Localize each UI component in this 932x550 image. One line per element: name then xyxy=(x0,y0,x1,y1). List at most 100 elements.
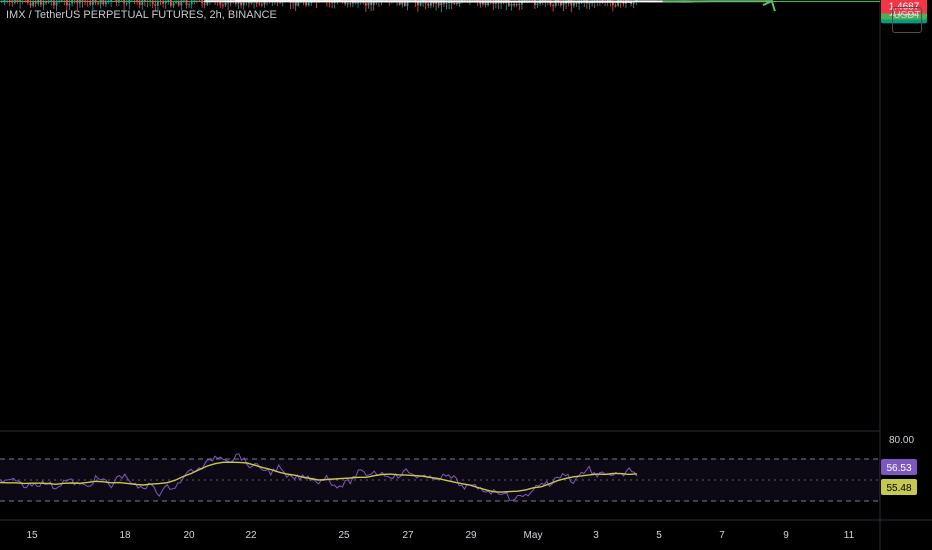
candle-body xyxy=(115,0,118,3)
candle-body xyxy=(105,1,107,5)
candle-body xyxy=(149,0,151,2)
candle-body xyxy=(94,0,97,3)
channel-lower-line xyxy=(204,0,632,3)
candle-body xyxy=(185,0,188,5)
candle-body xyxy=(617,0,619,6)
candle-body xyxy=(430,0,432,6)
time-axis-label: 7 xyxy=(719,530,725,541)
candle-body xyxy=(219,1,222,5)
candle-body xyxy=(167,0,170,1)
candle-body xyxy=(123,0,125,4)
candle-body xyxy=(565,1,567,4)
time-axis-label: 5 xyxy=(656,530,662,541)
candle-body xyxy=(193,0,196,1)
candle-body xyxy=(305,2,307,6)
candle-body xyxy=(81,0,84,1)
candle-body xyxy=(575,3,578,5)
candle-body xyxy=(554,0,557,6)
candle-body xyxy=(513,3,515,6)
candle-body xyxy=(97,2,99,5)
candle-body xyxy=(552,4,554,6)
candle-body xyxy=(42,2,45,5)
candle-body xyxy=(404,0,406,6)
candle-body xyxy=(349,3,352,5)
time-axis-label: May xyxy=(524,530,543,541)
candle-body xyxy=(632,1,635,4)
rsi-value-badge: 56.53 xyxy=(886,463,911,474)
candle-body xyxy=(79,0,81,4)
candle-body xyxy=(144,0,146,2)
candle-body xyxy=(1,1,3,3)
candle-body xyxy=(508,0,510,6)
candle-body xyxy=(89,0,92,5)
candle-body xyxy=(612,1,614,6)
candle-body xyxy=(125,3,128,5)
candle-body xyxy=(344,1,346,4)
candle-body xyxy=(492,2,495,4)
candle-body xyxy=(84,0,86,2)
projection-arrowhead xyxy=(762,0,776,12)
candle-body xyxy=(141,0,144,5)
currency-unit-label[interactable]: USDT xyxy=(892,7,922,33)
candle-body xyxy=(453,2,456,4)
candle-body xyxy=(40,0,42,5)
candle-body xyxy=(294,0,297,6)
time-axis-label: 9 xyxy=(783,530,789,541)
candle-body xyxy=(484,1,487,6)
candle-body xyxy=(175,1,177,3)
candle-body xyxy=(3,0,6,2)
candle-body xyxy=(66,0,68,6)
time-axis-label: 18 xyxy=(119,530,131,541)
candle-body xyxy=(487,1,489,6)
candle-body xyxy=(29,2,32,6)
candle-body xyxy=(68,3,71,6)
candle-body xyxy=(406,0,409,6)
candle-body xyxy=(307,2,310,6)
candle-body xyxy=(541,0,544,1)
candle-body xyxy=(118,0,120,3)
candle-body xyxy=(37,0,40,4)
candle-body xyxy=(27,0,29,3)
candle-body xyxy=(170,0,172,6)
candle-body xyxy=(570,0,573,6)
candle-body xyxy=(372,0,375,5)
candle-body xyxy=(76,0,79,4)
candle-body xyxy=(47,0,50,3)
rsi-ma-badge: 55.48 xyxy=(886,483,911,494)
candle-body xyxy=(417,1,419,6)
candle-body xyxy=(263,0,266,5)
candle-body xyxy=(536,3,539,6)
candle-body xyxy=(151,0,154,4)
candle-body xyxy=(370,0,372,5)
time-axis-label: 11 xyxy=(844,530,855,541)
time-axis-label: 29 xyxy=(465,530,477,541)
candle-body xyxy=(419,2,422,6)
candle-body xyxy=(146,0,149,2)
rsi-line xyxy=(0,453,638,501)
time-axis-label: 27 xyxy=(402,530,414,541)
candle-body xyxy=(164,0,167,4)
candle-body xyxy=(45,2,47,4)
candle-body xyxy=(578,2,580,4)
candle-body xyxy=(190,0,193,5)
time-axis-label: 22 xyxy=(245,530,257,541)
candle-body xyxy=(34,1,37,4)
candle-body xyxy=(102,0,105,5)
candle-body xyxy=(456,2,458,4)
candle-body xyxy=(588,3,591,5)
candle-body xyxy=(482,1,484,5)
candle-body xyxy=(562,1,565,6)
candle-body xyxy=(159,0,162,2)
candle-body xyxy=(53,0,55,6)
candle-body xyxy=(515,4,518,6)
candle-body xyxy=(177,1,180,6)
candle-body xyxy=(136,0,138,1)
candle-body xyxy=(86,0,89,2)
candle-body xyxy=(250,2,253,4)
candle-body xyxy=(573,3,575,6)
candle-body xyxy=(560,2,562,6)
candle-body xyxy=(258,3,261,5)
candle-body xyxy=(188,4,190,6)
candle-body xyxy=(55,1,58,6)
